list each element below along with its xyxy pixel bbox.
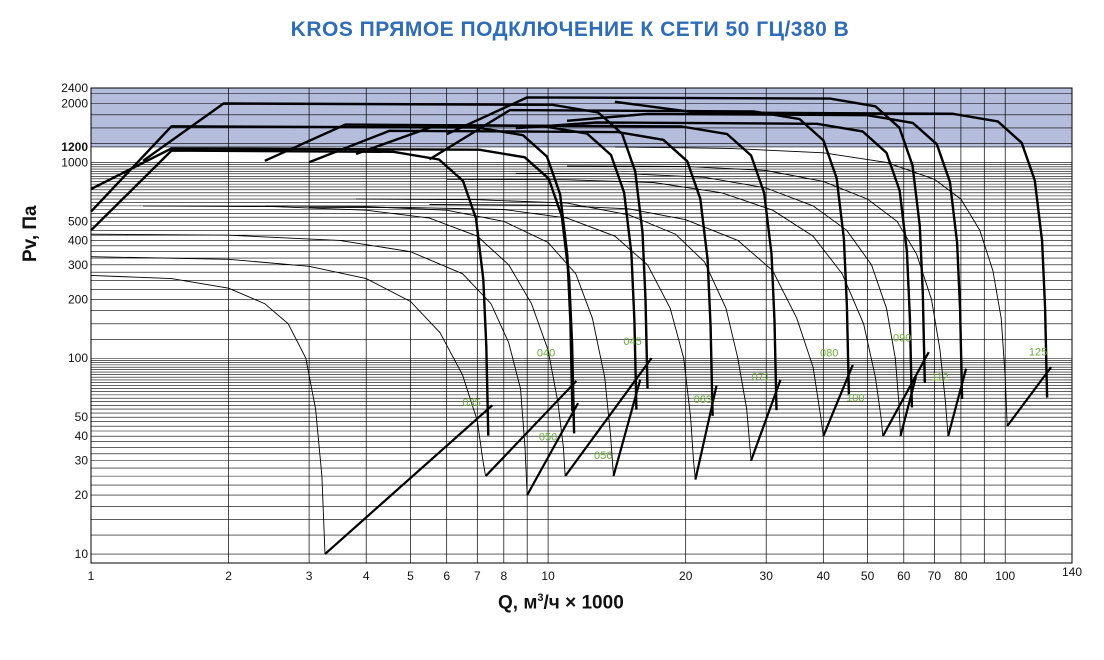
model-100-curve	[515, 172, 901, 437]
model-071-connector	[750, 379, 782, 461]
model-090-curve	[446, 178, 884, 437]
x-tick-label: 30	[760, 569, 774, 583]
x-axis-label: Q, м3/ч × 1000	[498, 592, 624, 614]
x-tick-label: 7	[474, 569, 481, 583]
model-050-connector	[526, 402, 580, 496]
model-125-envelope	[614, 100, 1049, 398]
model-045-curve	[143, 205, 566, 477]
x-tick-label: 70	[928, 569, 942, 583]
model-label-125: 125	[1029, 347, 1047, 359]
model-label-080: 080	[820, 348, 838, 360]
model-125-curve	[614, 146, 1008, 427]
x-tick-label: 140	[1062, 565, 1082, 579]
model-050-curve	[90, 233, 528, 496]
x-tick-label: 40	[817, 569, 831, 583]
model-125-connector	[1006, 366, 1052, 427]
model-label-063: 063	[694, 394, 712, 406]
y-tick-label: 300	[68, 258, 88, 272]
y-tick-label: 2000	[61, 97, 88, 111]
model-050-curves	[90, 147, 580, 496]
model-112-curve	[566, 165, 949, 437]
x-tick-label: 8	[500, 569, 507, 583]
x-tick-label: 80	[954, 569, 968, 583]
model-045-curves	[142, 102, 653, 477]
y-tick-label: 40	[75, 429, 89, 443]
model-035-envelope	[90, 149, 490, 436]
model-label-045: 045	[623, 336, 641, 348]
model-label-056: 056	[594, 450, 612, 462]
model-100-curves	[515, 121, 917, 437]
y-tick-label: 20	[75, 488, 89, 502]
model-label-050: 050	[539, 432, 557, 444]
model-071-envelope	[355, 124, 778, 411]
x-axis-label-q: Q, м	[498, 592, 538, 614]
model-063-curve	[309, 206, 696, 480]
y-tick-label: 30	[75, 454, 89, 468]
x-tick-label: 3	[306, 569, 313, 583]
model-112-connector	[947, 368, 968, 437]
model-label-035: 035	[462, 397, 480, 409]
model-label-112: 112	[931, 371, 949, 383]
chart-title: KROS ПРЯМОЕ ПОДКЛЮЧЕНИЕ К СЕТИ 50 ГЦ/380…	[290, 18, 850, 41]
x-tick-label: 6	[443, 569, 450, 583]
model-label-040: 040	[537, 348, 555, 360]
model-063-envelope	[308, 129, 714, 416]
plot-frame	[90, 87, 1073, 564]
x-axis-label-rest: /ч × 1000	[543, 592, 624, 614]
y-tick-label: 2400	[61, 81, 88, 95]
model-056-connector	[612, 379, 642, 477]
model-056-curves	[264, 123, 642, 477]
model-080-curve	[429, 204, 824, 437]
model-080-connector	[822, 364, 854, 437]
x-tick-label: 50	[861, 569, 875, 583]
model-040-connector	[484, 380, 578, 477]
model-080-curves	[428, 108, 854, 437]
model-100-envelope	[515, 121, 914, 408]
model-056-envelope	[264, 123, 638, 410]
model-035-curves	[90, 149, 493, 555]
model-label-090: 090	[893, 332, 911, 344]
x-tick-label: 1	[88, 569, 95, 583]
y-tick-label: 400	[68, 233, 88, 247]
model-040-curve	[90, 256, 487, 477]
model-100-connector	[899, 376, 917, 437]
model-035-curve	[90, 274, 326, 555]
model-050-envelope	[90, 147, 576, 434]
y-tick-label: 50	[75, 410, 89, 424]
y-axis-label: Pv, Па	[20, 205, 41, 262]
y-tick-label: 100	[68, 351, 88, 365]
model-112-curves	[566, 112, 968, 437]
model-056-curve	[264, 205, 614, 477]
x-tick-label: 60	[897, 569, 911, 583]
x-tick-label: 5	[407, 569, 414, 583]
y-tick-label: 1200	[61, 140, 88, 154]
model-035-connector	[324, 404, 493, 555]
model-label-071: 071	[752, 371, 770, 383]
x-tick-label: 10	[541, 569, 555, 583]
model-125-curves	[614, 100, 1052, 427]
x-tick-label: 2	[225, 569, 232, 583]
model-112-envelope	[566, 112, 964, 400]
x-tick-label: 20	[679, 569, 693, 583]
x-axis-label-exp: 3	[537, 592, 544, 604]
x-tick-label: 4	[363, 569, 370, 583]
y-tick-label: 500	[68, 214, 88, 228]
model-071-curve	[355, 198, 752, 461]
model-090-connector	[881, 351, 930, 437]
model-063-connector	[694, 385, 718, 480]
x-tick-label: 100	[995, 569, 1015, 583]
model-063-curves	[308, 129, 718, 480]
model-071-curves	[355, 124, 782, 461]
y-tick-label: 10	[75, 547, 89, 561]
y-tick-label: 1000	[61, 155, 88, 169]
y-tick-label: 200	[68, 292, 88, 306]
model-label-100: 100	[846, 393, 864, 405]
